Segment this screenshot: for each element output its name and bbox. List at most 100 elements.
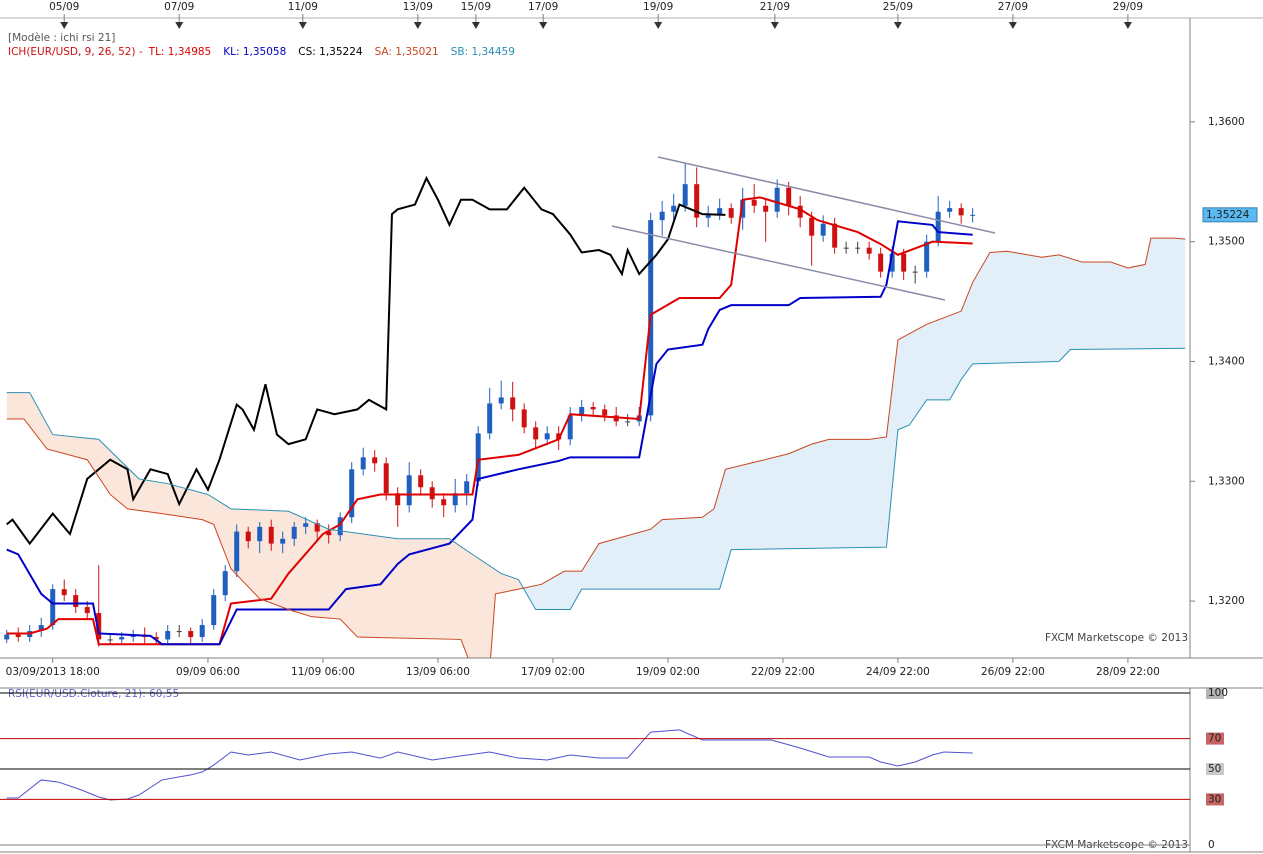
- candle-body: [176, 631, 182, 633]
- candle-body: [912, 271, 918, 273]
- channel-upper: [657, 156, 996, 234]
- candle-body: [625, 421, 631, 423]
- x-tick-label: 11/09 06:00: [291, 666, 355, 678]
- last-price-label: 1,35224: [1206, 209, 1250, 221]
- top-x-marker: [175, 22, 184, 29]
- candle-body: [268, 526, 274, 544]
- x-tick-label: 03/09/2013 18:00: [6, 666, 100, 678]
- top-x-tick-label: 27/09: [998, 1, 1028, 13]
- candle-body: [337, 517, 343, 536]
- candle-body: [809, 217, 815, 236]
- model-label: [Modèle : ichi rsi 21]: [8, 32, 115, 44]
- top-x-marker: [471, 22, 480, 29]
- top-x-marker: [539, 22, 548, 29]
- top-x-marker: [1008, 22, 1017, 29]
- y-tick-bg: [1206, 732, 1224, 745]
- candle-body: [935, 211, 941, 242]
- top-x-marker: [1123, 22, 1132, 29]
- candle-body: [15, 634, 21, 638]
- y-tick-label: 50: [1208, 763, 1221, 775]
- candle-body: [165, 631, 171, 640]
- cloud: [524, 238, 1186, 610]
- cloud: [6, 392, 525, 658]
- candle-body: [970, 214, 976, 216]
- candle-body: [521, 409, 527, 428]
- top-x-marker: [893, 22, 902, 29]
- candle-body: [153, 637, 159, 640]
- rsi-title: RSI(EUR/USD.Cloture, 21): 60,55: [8, 688, 179, 700]
- top-x-tick-label: 07/09: [164, 1, 194, 13]
- top-x-tick-label: 25/09: [883, 1, 913, 13]
- candle-body: [878, 253, 884, 272]
- candle-body: [452, 493, 458, 506]
- candle-body: [567, 415, 573, 440]
- top-x-tick-label: 13/09: [403, 1, 433, 13]
- candle-body: [222, 571, 228, 596]
- y-tick-bg: [1206, 839, 1224, 851]
- legend-entry: TL: 1,34985: [148, 46, 212, 58]
- candle-body: [786, 187, 792, 206]
- candle-body: [326, 531, 332, 536]
- y-tick-label: 1,3600: [1208, 116, 1245, 128]
- candle-body: [740, 199, 746, 218]
- candle-body: [418, 475, 424, 488]
- candle-body: [360, 457, 366, 470]
- candle-body: [487, 403, 493, 434]
- top-x-marker: [413, 22, 422, 29]
- candle-body: [257, 526, 263, 542]
- top-x-marker: [298, 22, 307, 29]
- line: [6, 196, 973, 646]
- x-tick-label: 17/09 02:00: [521, 666, 585, 678]
- candle-body: [303, 523, 309, 527]
- candle-body: [924, 241, 930, 272]
- candle-body: [855, 247, 861, 249]
- y-tick-label: 1,3400: [1208, 355, 1245, 367]
- top-x-tick-label: 15/09: [461, 1, 491, 13]
- candle-body: [372, 457, 378, 464]
- y-tick-bg: [1206, 793, 1224, 806]
- candle-body: [107, 639, 113, 641]
- candle-body: [510, 397, 516, 410]
- channel-lower: [611, 225, 946, 301]
- candle-body: [429, 487, 435, 500]
- legend-entry: SB: 1,34459: [451, 46, 515, 58]
- y-tick-label: 1,3300: [1208, 475, 1245, 487]
- candle-body: [245, 531, 251, 542]
- y-tick-label: 30: [1208, 793, 1221, 805]
- candle-body: [73, 595, 79, 608]
- candle-body: [751, 199, 757, 206]
- candle-body: [901, 253, 907, 272]
- candle-body: [464, 481, 470, 494]
- candle-body: [843, 247, 849, 249]
- candle-body: [291, 526, 297, 539]
- candle-body: [280, 538, 286, 544]
- candle-body: [579, 407, 585, 416]
- candle-body: [659, 211, 665, 221]
- top-x-marker: [770, 22, 779, 29]
- candle-body: [556, 433, 562, 440]
- watermark: FXCM Marketscope © 2013: [1045, 632, 1188, 644]
- candle-body: [774, 187, 780, 212]
- y-tick-label: 0: [1208, 839, 1215, 851]
- candle-body: [199, 625, 205, 638]
- trend-channel: [611, 156, 996, 301]
- candle-body: [602, 409, 608, 416]
- candle-body: [671, 205, 677, 212]
- y-tick-bg: [1206, 763, 1224, 775]
- candle-body: [832, 223, 838, 248]
- candle-body: [694, 184, 700, 218]
- x-tick-label: 22/09 22:00: [751, 666, 815, 678]
- candle-body: [441, 499, 447, 506]
- candle-body: [958, 208, 964, 216]
- top-x-marker: [60, 22, 69, 29]
- candle-body: [705, 215, 711, 218]
- candle-body: [763, 205, 769, 212]
- top-x-tick-label: 21/09: [760, 1, 790, 13]
- candle-body: [38, 625, 44, 632]
- line: [6, 175, 726, 546]
- top-x-tick-label: 05/09: [49, 1, 79, 13]
- x-tick-label: 13/09 06:00: [406, 666, 470, 678]
- candle-body: [717, 208, 723, 216]
